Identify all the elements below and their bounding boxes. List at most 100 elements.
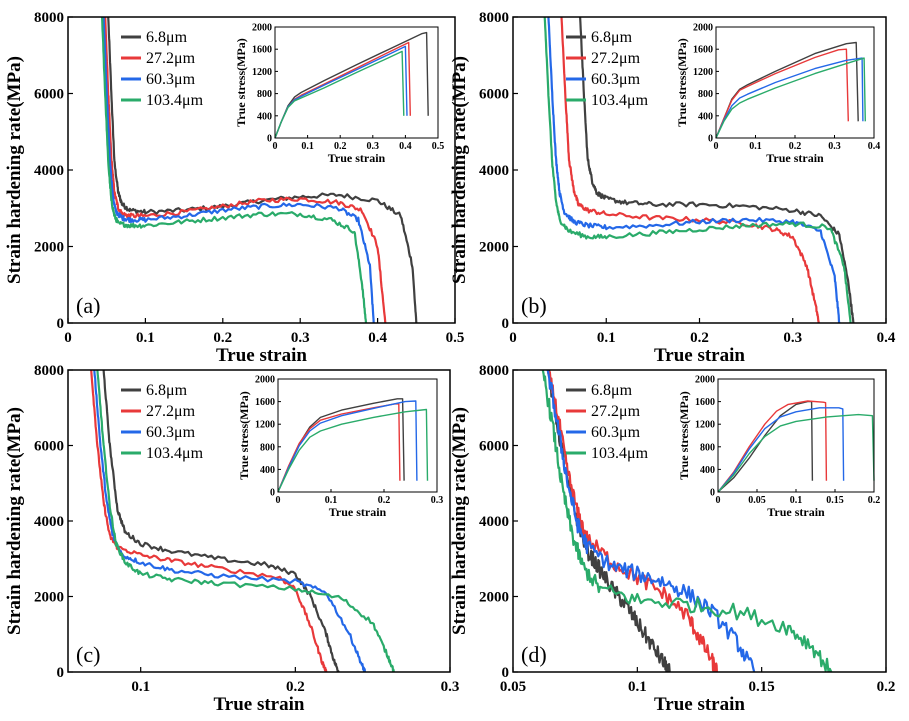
series-line <box>541 370 833 672</box>
inset-series-line <box>277 400 418 493</box>
inset-frame <box>277 378 438 493</box>
inset-y-tick-label: 1600 <box>252 45 272 56</box>
series-group <box>543 17 855 323</box>
inset-x-tick-label: 0.5 <box>432 141 445 152</box>
panel-label: (b) <box>521 293 547 318</box>
legend-entry: 27.2μm <box>146 50 196 67</box>
inset-y-tick-label: 400 <box>257 111 272 122</box>
series-line <box>96 370 395 672</box>
inset-chart: 0 0.1 0.2 0.3 0.4 0.5 0 400 800 1200 1600 2000 True … <box>234 23 444 166</box>
y-tick-label: 4000 <box>34 514 64 530</box>
y-axis-label: Strain hardening rate(MPa) <box>449 407 470 635</box>
x-axis-label: True strain <box>216 345 307 366</box>
inset-y-axis-label: True stress(MPa) <box>675 38 689 127</box>
inset-x-axis-label: True strain <box>766 151 824 165</box>
panel-label: (d) <box>521 642 547 667</box>
inset-x-tick-label: 0.4 <box>399 141 412 152</box>
inset-y-tick-label: 0 <box>267 134 272 145</box>
inset-x-tick-label: 0 <box>276 495 281 506</box>
y-tick-label: 6000 <box>479 439 509 455</box>
series-line <box>107 17 418 323</box>
legend-entry: 6.8μm <box>146 382 188 399</box>
x-tick-label: 0.4 <box>368 330 387 346</box>
inset-series-line <box>715 57 866 139</box>
series-line <box>543 17 852 323</box>
inset-x-tick-label: 0.2 <box>378 495 391 506</box>
inset-y-axis-label: True stress(MPa) <box>234 38 248 127</box>
series-line <box>104 17 387 323</box>
series-line <box>93 370 366 672</box>
legend: 6.8μm 27.2μm 60.3μm 103.4μm <box>121 382 204 462</box>
panel-label: (a) <box>76 293 100 318</box>
x-tick-label: 0 <box>509 330 517 346</box>
x-tick-label: 0.3 <box>441 679 460 695</box>
y-tick-label: 2000 <box>479 240 509 256</box>
inset-y-tick-label: 1600 <box>255 397 275 408</box>
legend-entry: 27.2μm <box>146 403 196 420</box>
inset-x-axis-label: True strain <box>329 505 387 519</box>
x-tick-label: 0.1 <box>136 330 155 346</box>
inset-x-tick-label: 0.1 <box>325 495 338 506</box>
inset-x-tick-label: 0.2 <box>868 495 881 506</box>
inset-x-tick-label: 0.4 <box>868 141 881 152</box>
inset-y-tick-label: 2000 <box>255 375 275 386</box>
legend: 6.8μm 27.2μm 60.3μm 103.4μm <box>566 29 649 109</box>
inset-x-tick-label: 0.3 <box>367 141 380 152</box>
legend-entry: 27.2μm <box>591 50 641 67</box>
inset-y-tick-label: 1200 <box>693 67 713 78</box>
legend-entry: 6.8μm <box>591 29 633 46</box>
y-tick-label: 8000 <box>479 10 509 26</box>
inset-y-tick-label: 1200 <box>695 420 715 431</box>
inset-frame <box>717 378 875 493</box>
inset-y-tick-label: 400 <box>700 465 715 476</box>
inset-x-tick-label: 0.2 <box>334 141 347 152</box>
inset-series-line <box>274 50 405 139</box>
inset-y-tick-label: 0 <box>270 488 275 499</box>
inset-series-line <box>715 57 864 139</box>
plot-frame <box>67 369 451 673</box>
y-tick-label: 2000 <box>479 590 509 606</box>
y-tick-label: 0 <box>57 665 65 681</box>
inset-x-tick-label: 0 <box>714 141 719 152</box>
legend-entry: 27.2μm <box>591 403 641 420</box>
y-tick-label: 0 <box>57 316 65 332</box>
inset-y-tick-label: 2000 <box>693 23 713 34</box>
inset-y-tick-label: 800 <box>260 442 275 453</box>
inset-chart: 0 0.05 0.1 0.15 0.2 0 400 800 1200 1600 2000 True s… <box>677 375 880 520</box>
x-tick-label: 0.05 <box>500 679 526 695</box>
y-tick-label: 4000 <box>479 163 509 179</box>
x-tick-label: 0.3 <box>291 330 310 346</box>
legend-entry: 103.4μm <box>146 92 204 109</box>
series-group <box>541 370 833 672</box>
inset-y-tick-label: 2000 <box>695 375 715 386</box>
inset-x-tick-label: 0.1 <box>301 141 314 152</box>
inset-chart: 0 0.1 0.2 0.3 0 400 800 1200 1600 2000 True strain… <box>237 375 443 520</box>
inset-y-tick-label: 0 <box>708 134 713 145</box>
y-axis-label: Strain hardening rate(MPa) <box>449 56 470 284</box>
y-tick-label: 4000 <box>479 514 509 530</box>
x-axis-label: True strain <box>654 694 745 715</box>
legend-entry: 6.8μm <box>591 382 633 399</box>
inset-y-tick-label: 1600 <box>695 397 715 408</box>
panel-label: (c) <box>76 642 100 667</box>
inset-y-tick-label: 400 <box>698 111 713 122</box>
inset-x-tick-label: 0.05 <box>748 495 766 506</box>
x-tick-label: 0.3 <box>783 330 802 346</box>
inset-y-tick-label: 1200 <box>255 420 275 431</box>
y-tick-label: 0 <box>502 665 510 681</box>
inset-x-tick-label: 0.1 <box>790 495 803 506</box>
legend-entry: 60.3μm <box>591 424 641 441</box>
series-line <box>102 370 340 672</box>
series-line <box>546 370 718 672</box>
inset-y-tick-label: 400 <box>260 465 275 476</box>
x-tick-label: 0.2 <box>213 330 232 346</box>
inset-series-line <box>717 407 845 493</box>
inset-y-axis-label: True stress(MPa) <box>677 391 691 480</box>
inset-y-tick-label: 0 <box>710 488 715 499</box>
inset-x-axis-label: True strain <box>767 505 825 519</box>
inset-frame <box>274 26 439 139</box>
inset-x-tick-label: 0 <box>716 495 721 506</box>
x-tick-label: 0.15 <box>749 679 775 695</box>
